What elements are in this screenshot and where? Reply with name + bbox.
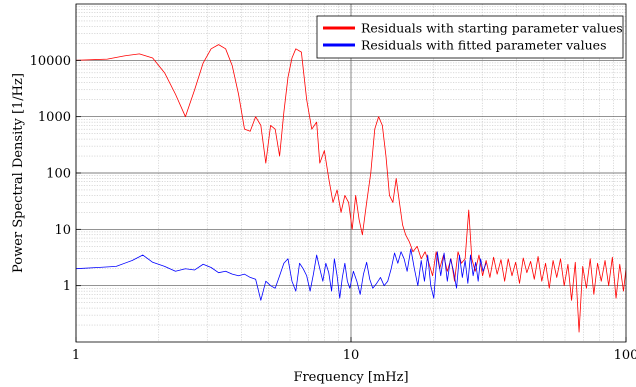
y-tick-label: 10 [54, 223, 71, 238]
y-tick-label: 1000 [38, 110, 71, 125]
y-axis-label: Power Spectral Density [1/Hz] [11, 73, 26, 273]
legend-label-starting: Residuals with starting parameter values [361, 21, 623, 36]
series-line-1 [76, 248, 487, 301]
y-tick-label: 100 [46, 167, 71, 182]
legend-box [316, 15, 624, 59]
x-axis-label: Frequency [mHz] [293, 370, 408, 385]
legend: Residuals with starting parameter values… [316, 15, 624, 59]
y-tick-label: 1 [63, 279, 71, 294]
x-tick-label: 100 [614, 348, 636, 363]
x-tick-label: 1 [72, 348, 80, 363]
y-tick-label: 10000 [30, 54, 71, 69]
series-line-0 [76, 44, 626, 333]
axis-ticks: 1 10 100 1 10 100 1000 10000 [30, 54, 636, 363]
legend-label-fitted: Residuals with fitted parameter values [361, 38, 607, 53]
series-lines [76, 44, 626, 333]
x-tick-label: 10 [343, 348, 360, 363]
